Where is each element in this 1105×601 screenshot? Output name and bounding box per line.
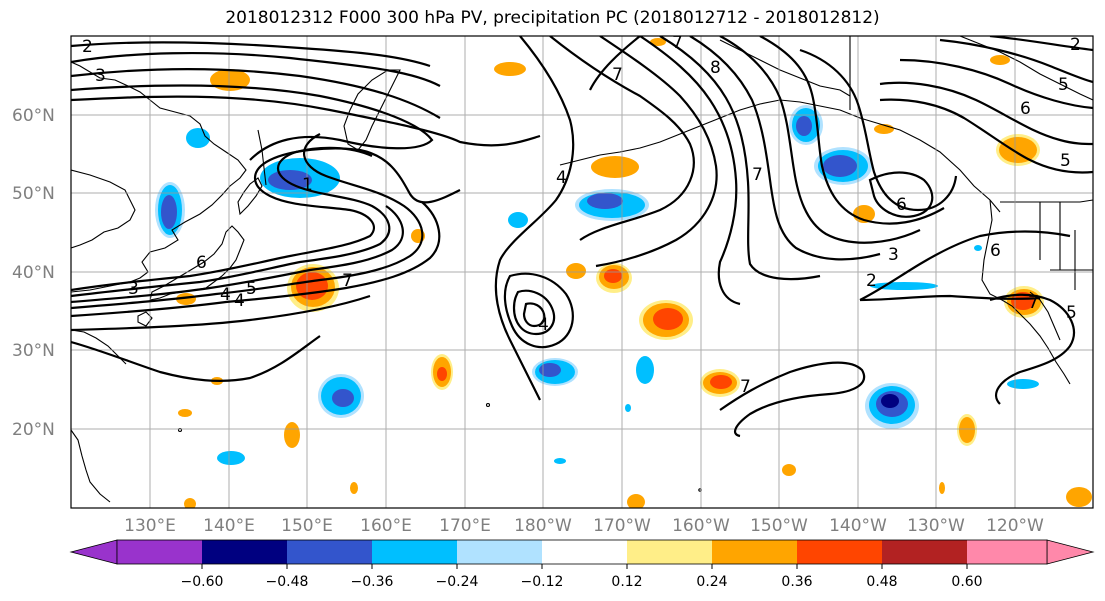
- lon-label: 170°W: [593, 516, 651, 536]
- colorbar-swatch: [202, 540, 287, 564]
- contour-label: 6: [1020, 99, 1031, 119]
- contour-label: 5: [1060, 151, 1071, 171]
- colorbar-swatch: [712, 540, 797, 564]
- lon-label: 160°E: [360, 516, 412, 536]
- contour-label: 2: [82, 37, 93, 57]
- lat-labels: 60°N 50°N 40°N 30°N 20°N: [12, 106, 55, 440]
- contour-label: 7: [740, 377, 751, 397]
- colorbar-swatch: [542, 540, 627, 564]
- colorbar-swatch: [967, 540, 1047, 564]
- graticule: [71, 36, 1093, 508]
- contour-label: 5: [246, 279, 257, 299]
- lon-label: 160°W: [672, 516, 730, 536]
- colorbar-tick-label: 0.48: [866, 574, 897, 590]
- lon-label: 150°W: [750, 516, 808, 536]
- contour-label: 6: [196, 253, 207, 273]
- lat-label: 20°N: [12, 420, 55, 440]
- colorbar-tick-label: 0.24: [696, 574, 727, 590]
- lat-label: 40°N: [12, 263, 55, 283]
- colorbar-swatch: [457, 540, 542, 564]
- colorbar-swatch: [797, 540, 882, 564]
- contour-label: 7: [342, 271, 353, 291]
- contour-label: 1: [302, 175, 313, 195]
- contour-label: 7: [612, 65, 623, 85]
- contour-label: 3: [95, 66, 106, 86]
- contour-label: 6: [990, 241, 1001, 261]
- contour-label: 5: [1058, 75, 1069, 95]
- colorbar-tick-label: −0.48: [266, 574, 309, 590]
- colorbar-frame: [116, 539, 1048, 565]
- colorbar-swatch: [882, 540, 967, 564]
- contour-label: 3: [128, 279, 139, 299]
- lon-label: 140°W: [829, 516, 887, 536]
- lon-label: 130°E: [124, 516, 176, 536]
- colorbar-tick-label: −0.24: [436, 574, 479, 590]
- colorbar-tick-label: −0.12: [521, 574, 564, 590]
- contour-labels: 2 3 8 4 7 5 6 5 3 6 2 4 4 5 7 6 4 7 7 7 …: [82, 33, 1081, 397]
- contour-label: 5: [1066, 303, 1077, 323]
- contour-label: 4: [556, 168, 567, 188]
- contour-label: 4: [538, 315, 549, 335]
- colorbar-swatch: [372, 540, 457, 564]
- colorbar-tick-label: −0.36: [351, 574, 394, 590]
- contour-label: 7: [1028, 293, 1039, 313]
- colorbar-swatch: [287, 540, 372, 564]
- contour-label: 6: [896, 195, 907, 215]
- colorbar-swatch: [627, 540, 712, 564]
- precip-shading: [155, 38, 1092, 508]
- map-frame: [70, 35, 1094, 509]
- colorbar-tick-label: 0.36: [781, 574, 812, 590]
- lon-label: 150°E: [281, 516, 333, 536]
- colorbar-tick-label: 0.12: [611, 574, 642, 590]
- contour-label: 7: [672, 33, 683, 53]
- lon-label: 170°E: [439, 516, 491, 536]
- pv-contours: [71, 36, 1093, 438]
- lat-label: 30°N: [12, 341, 55, 361]
- map-title: 2018012312 F000 300 hPa PV, precipitatio…: [225, 8, 880, 28]
- contour-label: 2: [1070, 35, 1081, 55]
- contour-label: 3: [888, 245, 899, 265]
- lon-label: 120°W: [986, 516, 1044, 536]
- lon-label: 140°E: [203, 516, 255, 536]
- colorbar-tick-label: −0.60: [181, 574, 224, 590]
- colorbar-swatch: [117, 540, 202, 564]
- contour-label: 2: [866, 271, 877, 291]
- contour-label: 4: [234, 291, 245, 311]
- colorbar-extend-min: [69, 539, 118, 565]
- lat-label: 60°N: [12, 106, 55, 126]
- lon-labels: 130°E 140°E 150°E 160°E 170°E 180°W 170°…: [124, 516, 1044, 536]
- lon-label: 180°W: [514, 516, 572, 536]
- colorbar: −0.60 −0.48 −0.36 −0.24 −0.12 0.12 0.24 …: [69, 539, 1095, 590]
- lat-label: 50°N: [12, 184, 55, 204]
- contour-label: 8: [710, 58, 721, 78]
- colorbar-tick-label: 0.60: [951, 574, 982, 590]
- lon-label: 130°W: [907, 516, 965, 536]
- contour-label: 7: [752, 165, 763, 185]
- contour-label: 4: [220, 285, 231, 305]
- colorbar-extend-max: [1046, 539, 1095, 565]
